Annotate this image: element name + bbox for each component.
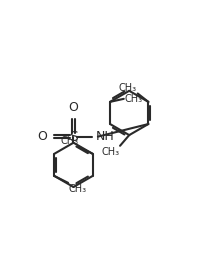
Text: CH₃: CH₃	[101, 147, 119, 157]
Text: CH₃: CH₃	[125, 94, 143, 104]
Text: O: O	[69, 102, 78, 114]
Text: CH₃: CH₃	[60, 136, 78, 146]
Text: CH₃: CH₃	[69, 184, 87, 194]
Text: CH₃: CH₃	[119, 83, 137, 93]
Text: NH: NH	[96, 130, 115, 143]
Text: S: S	[69, 130, 78, 144]
Text: O: O	[38, 130, 47, 143]
